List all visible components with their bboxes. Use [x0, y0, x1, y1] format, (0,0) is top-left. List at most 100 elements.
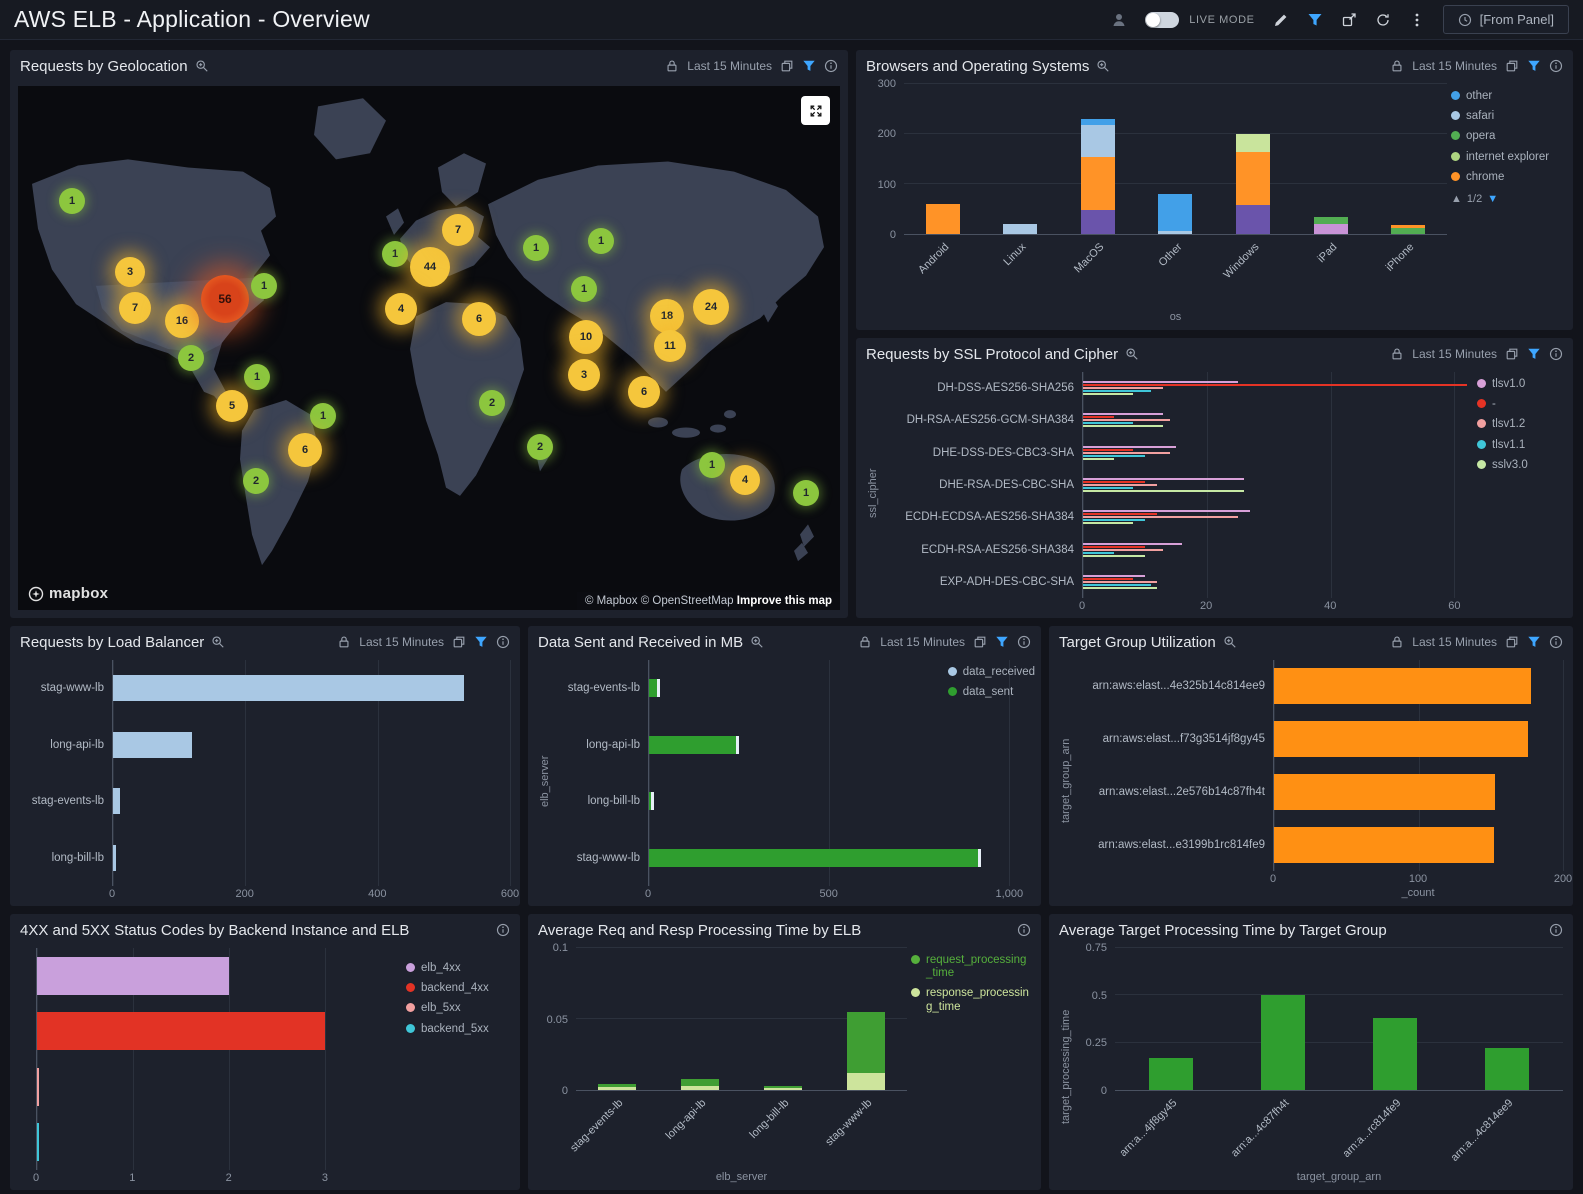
panel-filter-icon[interactable] — [1527, 347, 1541, 361]
bar-segment[interactable] — [598, 1087, 637, 1090]
bar[interactable] — [1083, 425, 1164, 428]
map-marker[interactable]: 2 — [527, 433, 553, 460]
map-marker[interactable]: 1 — [59, 188, 85, 215]
map-marker[interactable]: 4 — [730, 464, 760, 495]
live-mode-toggle[interactable] — [1145, 11, 1180, 28]
bar[interactable] — [1274, 668, 1532, 705]
map-marker[interactable]: 2 — [479, 390, 505, 417]
bar-column[interactable] — [1158, 84, 1193, 234]
kebab-menu-icon[interactable] — [1409, 12, 1425, 28]
legend-item[interactable]: response_processing_time — [911, 987, 1031, 1013]
bar[interactable] — [1274, 773, 1496, 810]
info-icon[interactable] — [824, 59, 838, 73]
legend-item[interactable]: elb_4xx — [406, 962, 510, 975]
bar[interactable] — [649, 792, 655, 811]
map-marker[interactable]: 6 — [288, 432, 322, 467]
bar[interactable] — [649, 679, 660, 698]
bar-segment[interactable] — [1158, 194, 1193, 231]
zoom-in-icon[interactable] — [1125, 347, 1139, 361]
bar-segment[interactable] — [681, 1085, 720, 1090]
map-marker[interactable]: 3 — [568, 358, 600, 391]
bar-segment[interactable] — [1391, 228, 1426, 234]
time-range-label[interactable]: Last 15 Minutes — [1412, 59, 1497, 73]
legend-item[interactable]: elb_5xx — [406, 1002, 510, 1015]
bar[interactable] — [1083, 574, 1145, 577]
bar[interactable] — [1083, 545, 1145, 548]
time-range-label[interactable]: Last 15 Minutes — [687, 59, 772, 73]
bar[interactable] — [37, 1067, 39, 1106]
map-marker[interactable]: 24 — [693, 289, 729, 326]
map-marker[interactable]: 1 — [244, 363, 270, 390]
bar-segment[interactable] — [1080, 125, 1115, 157]
bar-segment[interactable] — [1149, 1057, 1193, 1090]
time-range-label[interactable]: Last 15 Minutes — [1412, 635, 1497, 649]
zoom-in-icon[interactable] — [750, 635, 764, 649]
bar[interactable] — [37, 1123, 39, 1162]
bar-segment[interactable] — [1080, 156, 1115, 210]
bar-column[interactable] — [1236, 84, 1271, 234]
bar-segment[interactable] — [1080, 119, 1115, 125]
map-marker[interactable]: 10 — [569, 319, 603, 354]
bar[interactable] — [37, 956, 230, 995]
bar[interactable] — [1083, 516, 1238, 519]
share-icon[interactable] — [1341, 12, 1357, 28]
bar[interactable] — [1083, 416, 1114, 419]
panel-filter-icon[interactable] — [995, 635, 1009, 649]
map-marker[interactable]: 6 — [462, 302, 496, 337]
map-marker[interactable]: 4 — [385, 293, 417, 326]
from-panel-button[interactable]: [From Panel] — [1442, 5, 1569, 34]
bar[interactable] — [1083, 583, 1152, 586]
bar[interactable] — [1083, 483, 1158, 486]
copy-panel-icon[interactable] — [452, 635, 466, 649]
time-range-label[interactable]: Last 15 Minutes — [880, 635, 965, 649]
mapbox-logo[interactable]: mapbox — [28, 585, 108, 602]
bar-column[interactable] — [681, 948, 720, 1090]
bar-segment[interactable] — [763, 1088, 802, 1090]
bar[interactable] — [1274, 826, 1494, 863]
bar[interactable] — [1083, 513, 1158, 516]
bar-column[interactable] — [1080, 84, 1115, 234]
bar[interactable] — [1083, 586, 1158, 589]
bar[interactable] — [1083, 489, 1244, 492]
map-marker[interactable]: 3 — [115, 256, 145, 287]
bar[interactable] — [1083, 510, 1251, 513]
legend-item[interactable]: other — [1451, 90, 1563, 103]
bar-segment[interactable] — [1236, 134, 1271, 152]
legend-item[interactable]: opera — [1451, 130, 1563, 143]
bar[interactable] — [1083, 486, 1133, 489]
zoom-in-icon[interactable] — [211, 635, 225, 649]
bar-column[interactable] — [1261, 948, 1305, 1090]
bar[interactable] — [1083, 445, 1176, 448]
legend-item[interactable]: chrome — [1451, 171, 1563, 184]
copy-panel-icon[interactable] — [1505, 635, 1519, 649]
edit-icon[interactable] — [1273, 12, 1289, 28]
copy-panel-icon[interactable] — [1505, 347, 1519, 361]
bar[interactable] — [1083, 457, 1114, 460]
map-marker[interactable]: 18 — [650, 299, 684, 334]
zoom-in-icon[interactable] — [1096, 59, 1110, 73]
bar[interactable] — [113, 675, 464, 702]
info-icon[interactable] — [1017, 635, 1031, 649]
bar[interactable] — [1083, 522, 1133, 525]
map-marker[interactable]: 44 — [410, 247, 450, 288]
map-marker[interactable]: 7 — [119, 292, 151, 325]
page-up-icon[interactable]: ▲ — [1451, 193, 1462, 206]
bar[interactable] — [1274, 721, 1529, 758]
map-marker[interactable]: 1 — [310, 403, 336, 430]
map-marker[interactable]: 5 — [216, 390, 248, 423]
bar-segment[interactable] — [1313, 216, 1348, 224]
legend-item[interactable]: tlsv1.2 — [1477, 418, 1563, 431]
bar-segment[interactable] — [1391, 225, 1426, 228]
filter-icon[interactable] — [1307, 12, 1323, 28]
bar[interactable] — [1083, 413, 1164, 416]
time-range-label[interactable]: Last 15 Minutes — [359, 635, 444, 649]
map-marker[interactable]: 2 — [178, 345, 204, 372]
world-map[interactable]: 1 3 7 16 56 1 2 1 5 1 6 2 1 44 7 4 6 1 1 1 10 3 18 11 24 6 2 2 1 4 1 m… — [18, 86, 840, 610]
bar[interactable] — [1083, 454, 1145, 457]
bar-segment[interactable] — [1158, 231, 1193, 234]
bar-segment[interactable] — [598, 1084, 637, 1088]
bar[interactable] — [1083, 477, 1244, 480]
bar[interactable] — [1083, 448, 1133, 451]
legend-item[interactable]: tlsv1.1 — [1477, 439, 1563, 452]
zoom-in-icon[interactable] — [195, 59, 209, 73]
